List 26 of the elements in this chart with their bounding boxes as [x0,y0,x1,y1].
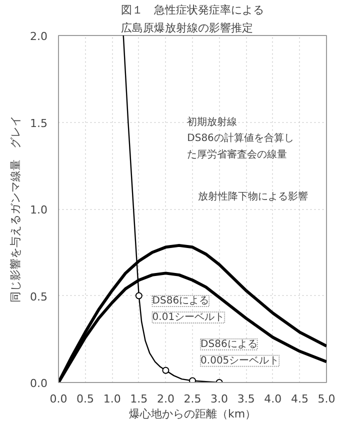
x-tick-label: 0.5 [76,392,94,406]
x-axis-title: 爆心地からの距離（km） [128,408,256,420]
y-tick-label: 0.5 [30,290,48,304]
x-tick-label: 5.0 [318,392,336,406]
point [189,377,196,382]
annotation: DS86による 0.01シーベルト [152,295,225,323]
y-tick-label: 0.0 [30,377,48,390]
y-tick-label: 1.5 [30,116,48,130]
point [135,292,142,300]
annotation: 初期放射線 DS86の計算値を合算した厚労省審査会の線量 [187,116,294,161]
y-tick-label: 1.0 [30,204,48,216]
y-axis-title: 同じ影響を与えるガンマ線量 グレイ [9,116,22,302]
x-tick-label: 2.0 [156,392,174,406]
y-tick-label: 2.0 [30,30,48,43]
x-tick-label: 4.0 [264,392,282,406]
x-tick-label: 1.0 [103,392,121,406]
chart-title: 図１ 急性症状発症率による広島原爆放射線の影響推定 [121,3,264,34]
x-tick-label: 0.0 [50,392,68,406]
x-tick-label: 4.5 [290,392,308,406]
annotation: DS86による 0.005シーベルト [200,338,280,366]
x-tick-label: 2.5 [184,392,202,406]
x-tick-label: 3.5 [237,392,255,406]
x-tick-label: 1.5 [130,392,148,406]
point [162,366,170,374]
x-tick-label: 3.0 [210,392,228,406]
annotation: 放射性降下物による影響 [198,190,308,202]
